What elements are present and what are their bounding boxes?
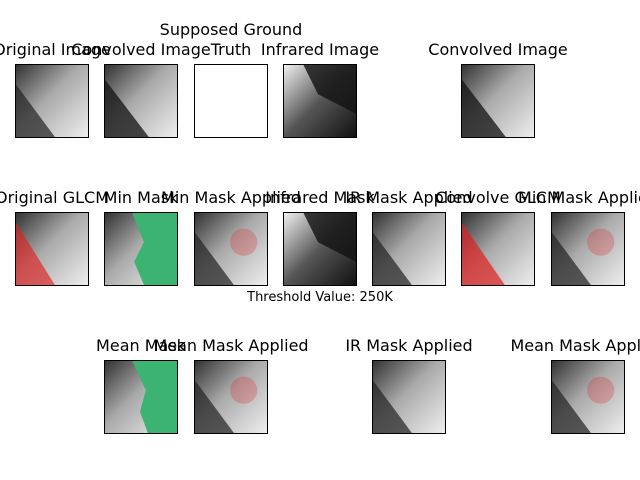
title-mean-mask: Mean Mask	[96, 336, 186, 355]
title-min-mask-applied-2: Min Mask Applied	[518, 188, 640, 207]
panel-ir-mask-applied-row3	[372, 360, 446, 434]
title-ir-mask-applied: IR Mask Applied	[345, 188, 473, 207]
panel-min-mask	[104, 212, 178, 286]
title-original-glcm: Original GLCM	[0, 188, 109, 207]
panel-mean-mask	[104, 360, 178, 434]
panel-convolved-image-2	[461, 64, 535, 138]
title-min-mask: Min Mask	[103, 188, 179, 207]
title-convolve-glcm: Convolve GLCM	[435, 188, 561, 207]
panel-mean-mask-applied-2	[551, 360, 625, 434]
panel-min-mask-applied	[194, 212, 268, 286]
panel-ground-truth	[194, 64, 268, 138]
threshold-caption: Threshold Value: 250K	[247, 290, 393, 305]
title-convolved-image: Convolved Image	[71, 40, 211, 59]
panel-infrared-mask	[283, 212, 357, 286]
panel-min-mask-applied-2	[551, 212, 625, 286]
panel-infrared-image	[283, 64, 357, 138]
title-infrared-image: Infrared Image	[260, 40, 380, 59]
panel-convolve-glcm	[461, 212, 535, 286]
panel-original-glcm	[15, 212, 89, 286]
title-mean-mask-applied-2: Mean Mask Applied	[510, 336, 640, 355]
title-min-mask-applied: Min Mask Applied	[161, 188, 301, 207]
title-supposed-ground-truth-line1: Supposed Ground	[159, 20, 303, 39]
panel-mean-mask-applied	[194, 360, 268, 434]
title-ir-mask-applied-row3: IR Mask Applied	[345, 336, 473, 355]
panel-convolved-image	[104, 64, 178, 138]
panel-ir-mask-applied	[372, 212, 446, 286]
panel-original-image	[15, 64, 89, 138]
title-supposed-ground-truth-line2: Truth	[210, 40, 252, 59]
title-convolved-image-2: Convolved Image	[428, 40, 568, 59]
title-infrared-mask: Infrared Mask	[265, 188, 375, 207]
title-mean-mask-applied: Mean Mask Applied	[153, 336, 309, 355]
title-original-image: Original Image	[0, 40, 111, 59]
